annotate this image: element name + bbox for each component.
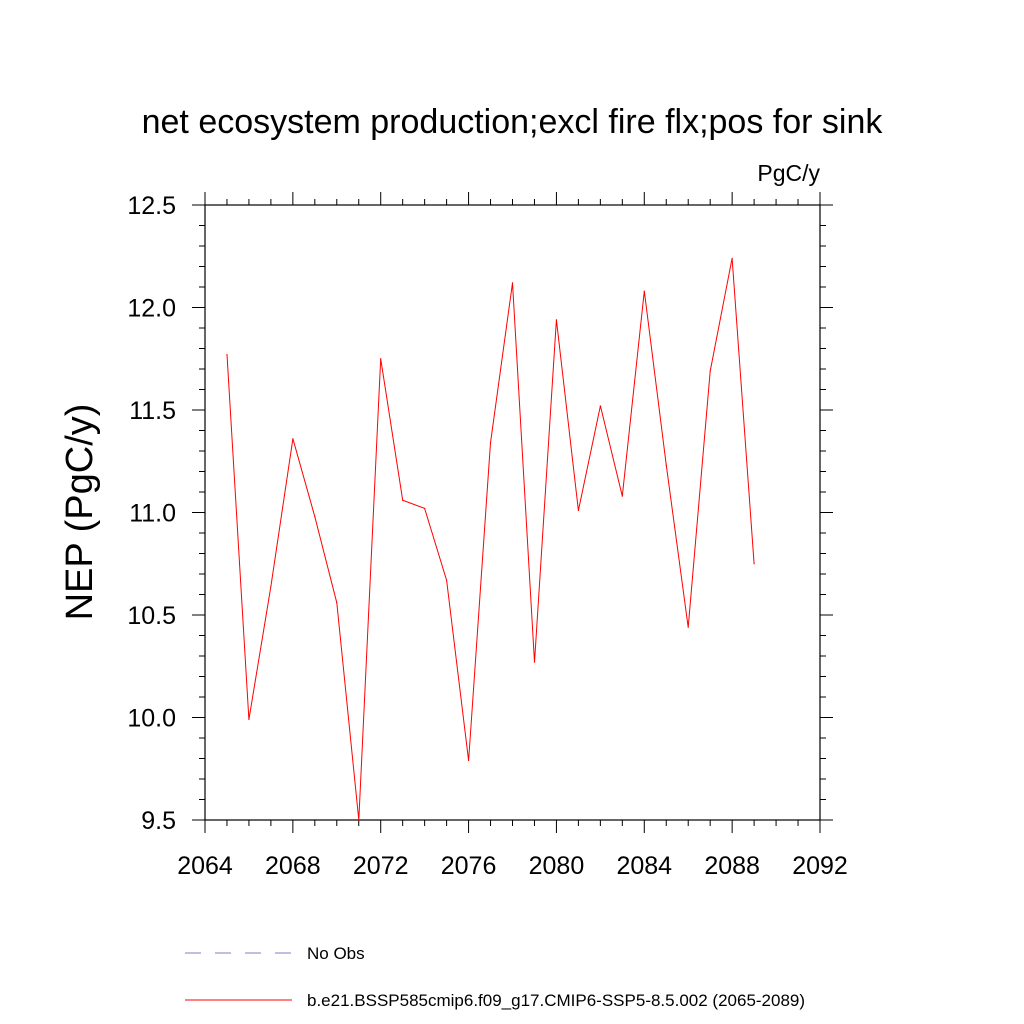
y-axis-label: NEP (PgC/y) [59, 404, 101, 621]
y-tick-label: 11.0 [129, 500, 176, 528]
x-tick-label: 2080 [529, 852, 585, 880]
data-point [314, 516, 316, 518]
plot-frame [204, 204, 821, 821]
data-point [380, 358, 382, 360]
y-tick-label: 12.5 [127, 192, 176, 220]
data-point [446, 579, 448, 581]
data-point [248, 718, 250, 721]
data-point [226, 354, 228, 356]
x-tick-label: 2092 [792, 852, 848, 880]
x-tick-label: 2064 [177, 852, 233, 880]
x-tick-label: 2068 [265, 852, 321, 880]
data-point [709, 370, 711, 372]
legend-label-no-obs: No Obs [307, 944, 365, 963]
data-point [577, 509, 579, 512]
legend: No Obs b.e21.BSSP585cmip6.f09_g17.CMIP6-… [185, 944, 805, 1010]
data-point [424, 507, 426, 509]
data-point [270, 585, 272, 587]
data-point [336, 602, 338, 604]
data-point [533, 661, 536, 663]
axis-ticks [192, 192, 833, 833]
data-point [687, 626, 689, 628]
axis-tick-labels: 2064 2068 2072 2076 2080 2084 2088 2092 9.5 10.0 1… [127, 192, 847, 880]
y-tick-label: 10.5 [127, 602, 176, 630]
units-label: PgC/y [757, 160, 820, 186]
series-line [226, 258, 755, 821]
legend-label-model: b.e21.BSSP585cmip6.f09_g17.CMIP6-SSP5-8.… [307, 991, 805, 1010]
x-tick-label: 2072 [353, 852, 409, 880]
data-point [599, 405, 601, 407]
series-layer [226, 257, 755, 821]
x-tick-label: 2076 [441, 852, 497, 880]
data-point [753, 563, 755, 565]
data-point [467, 759, 470, 762]
data-point [643, 290, 645, 292]
y-tick-label: 10.0 [127, 705, 176, 733]
data-point [292, 438, 294, 440]
y-tick-label: 9.5 [141, 807, 176, 835]
data-point [402, 499, 404, 501]
x-tick-label: 2088 [704, 852, 760, 880]
data-point [555, 319, 558, 321]
data-point [358, 819, 360, 821]
data-point [731, 257, 733, 259]
data-point [665, 464, 667, 466]
chart-title: net ecosystem production;excl fire flx;p… [142, 103, 884, 141]
y-tick-label: 12.0 [127, 295, 176, 323]
data-point [621, 495, 623, 497]
y-tick-label: 11.5 [129, 397, 176, 425]
data-point [511, 282, 514, 284]
data-point [489, 442, 492, 444]
x-tick-label: 2084 [616, 852, 672, 880]
